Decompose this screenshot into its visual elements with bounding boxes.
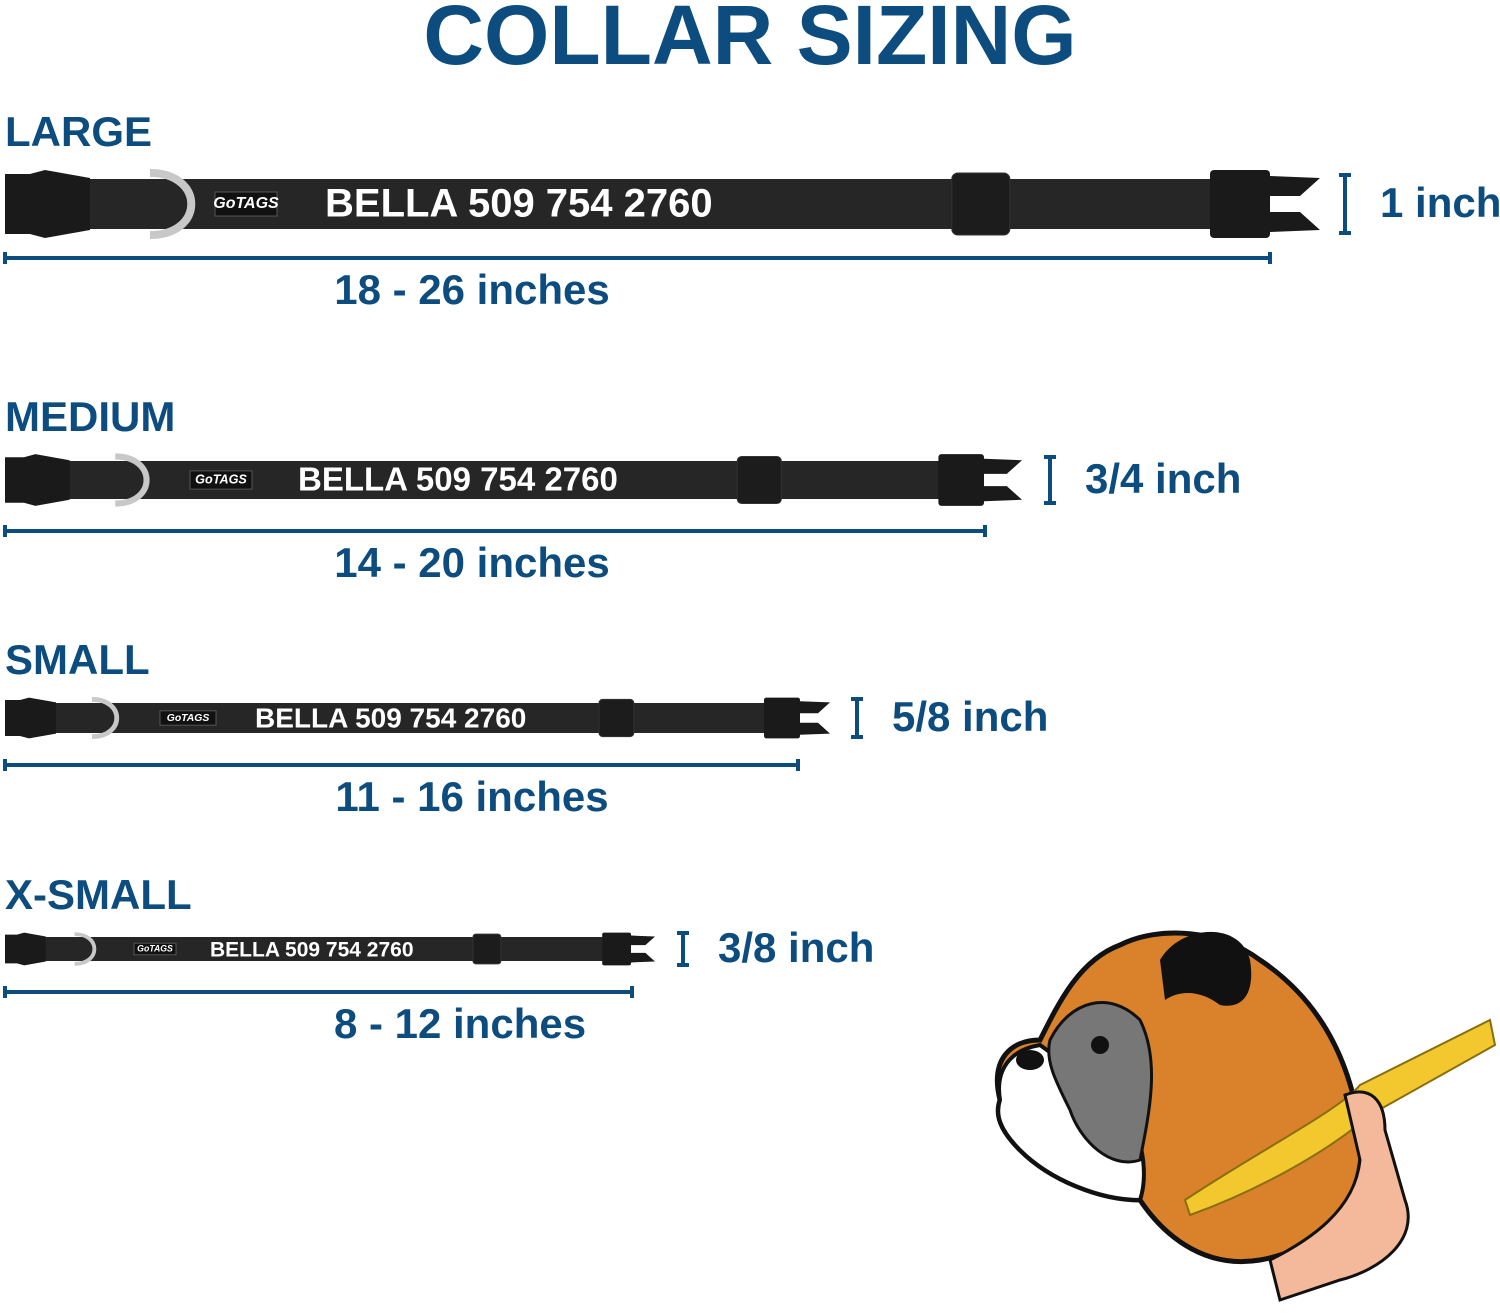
logo: GoTAGS [195,472,247,486]
width-label: 5/8 inch [892,693,1048,740]
length-range: 18 - 26 inches [334,266,609,313]
logo-badge [214,191,278,217]
size-label: MEDIUM [5,393,175,440]
collar-group: SMALL GoTAGS BELLA 509 754 2760 5/8 inch 11 … [3,636,1048,820]
collar-text: BELLA 509 754 2760 [210,939,414,962]
dog-illustration [994,930,1497,1302]
keeper [598,698,635,738]
buckle-left [5,170,90,238]
collar-group: X-SMALL GoTAGS BELLA 509 754 2760 3/8 inch 8… [3,871,874,1047]
buckle-prongs [800,701,830,735]
buckle-prongs [1270,176,1320,232]
size-label: SMALL [5,636,150,683]
length-line [3,525,987,537]
title: COLLAR SIZING [423,0,1076,82]
collar-group: LARGE GoTAGS BELLA 509 754 2760 1 inch 18 - … [3,108,1500,313]
logo-badge [159,710,217,726]
length-line [3,986,634,998]
width-bracket [1044,455,1056,505]
buckle-right [602,932,631,966]
length-range: 14 - 20 inches [334,539,609,586]
buckle-right [938,454,984,506]
logo-badge [189,470,253,490]
width-label: 3/8 inch [718,924,874,971]
width-bracket [1339,173,1351,235]
width-label: 1 inch [1380,179,1500,226]
buckle-right [1210,170,1270,238]
keeper [472,933,502,965]
length-line [3,252,1272,264]
collar-text: BELLA 509 754 2760 [255,702,526,733]
length-range: 8 - 12 inches [334,1000,586,1047]
logo: GoTAGS [137,943,173,953]
logo: GoTAGS [213,195,279,212]
length-range: 11 - 16 inches [335,773,608,820]
d-ring [91,697,119,739]
collar-strap [24,937,622,961]
buckle-prongs [984,458,1022,502]
collar-group: MEDIUM GoTAGS BELLA 509 754 2760 3/4 inch 14… [3,393,1241,586]
logo: GoTAGS [167,713,210,724]
buckle-prongs [631,935,655,963]
keeper [736,455,782,505]
buckle-left [5,932,46,966]
buckle-right [764,697,800,739]
collar-text: BELLA 509 754 2760 [325,182,713,226]
width-label: 3/4 inch [1085,455,1241,502]
logo-badge [133,942,177,956]
collar-text: BELLA 509 754 2760 [298,461,618,498]
d-ring [115,453,150,507]
buckle-left [5,697,56,739]
size-label: X-SMALL [5,871,192,918]
collar-strap [29,703,788,733]
keeper [951,172,1011,236]
d-ring [149,169,196,239]
buckle-left [5,454,70,506]
width-bracket [677,931,689,967]
width-bracket [851,697,863,739]
length-line [3,759,800,771]
size-label: LARGE [5,108,152,155]
d-ring [74,932,97,966]
